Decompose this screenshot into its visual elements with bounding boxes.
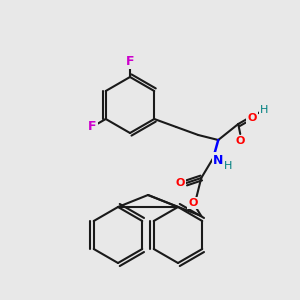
Text: F: F [126, 55, 134, 68]
Text: F: F [88, 120, 97, 133]
Text: O: O [248, 113, 257, 123]
Text: H: H [260, 105, 269, 115]
Text: O: O [236, 136, 245, 146]
Text: H: H [224, 161, 232, 171]
Text: O: O [176, 178, 185, 188]
Text: N: N [213, 154, 224, 166]
Text: O: O [189, 198, 198, 208]
